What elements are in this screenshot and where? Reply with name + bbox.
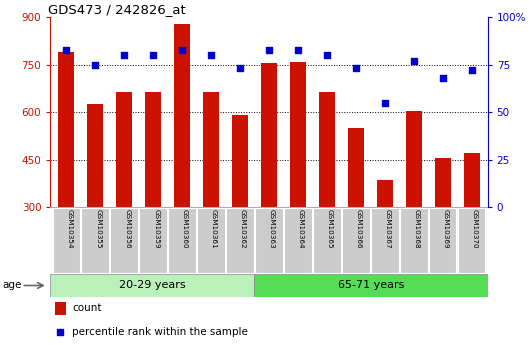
Text: GSM10364: GSM10364 <box>298 209 304 249</box>
Point <box>264 47 273 52</box>
Bar <box>50 274 254 297</box>
Bar <box>377 180 393 207</box>
Bar <box>197 208 225 273</box>
Text: GSM10367: GSM10367 <box>385 209 391 249</box>
Bar <box>116 91 132 207</box>
Bar <box>313 208 341 273</box>
Point <box>381 100 389 106</box>
Text: GSM10369: GSM10369 <box>443 209 449 249</box>
Bar <box>52 208 80 273</box>
Bar <box>145 91 161 207</box>
Bar <box>342 208 369 273</box>
Text: GSM10368: GSM10368 <box>414 209 420 249</box>
Bar <box>464 153 480 207</box>
Bar <box>290 61 306 207</box>
Point <box>323 52 331 58</box>
Text: GSM10363: GSM10363 <box>269 209 275 249</box>
Bar <box>319 91 335 207</box>
Text: count: count <box>72 303 102 313</box>
Point <box>410 58 418 64</box>
Text: GSM10362: GSM10362 <box>240 209 246 249</box>
Text: GSM10366: GSM10366 <box>356 209 362 249</box>
Point <box>91 62 100 68</box>
Bar <box>110 208 138 273</box>
Bar <box>348 128 364 207</box>
Bar <box>284 208 312 273</box>
Text: age: age <box>3 280 22 290</box>
Point <box>294 47 302 52</box>
Bar <box>261 63 277 207</box>
Text: GSM10370: GSM10370 <box>472 209 478 249</box>
Bar <box>87 104 103 207</box>
Bar <box>429 208 456 273</box>
Point <box>120 52 128 58</box>
Point <box>62 47 70 52</box>
Bar <box>139 208 167 273</box>
Point <box>351 66 360 71</box>
Text: 20-29 years: 20-29 years <box>119 280 186 290</box>
Bar <box>203 91 219 207</box>
Text: GSM10359: GSM10359 <box>153 209 159 249</box>
Text: GSM10354: GSM10354 <box>66 209 72 249</box>
Point <box>207 52 215 58</box>
Bar <box>406 110 422 207</box>
Bar <box>226 208 254 273</box>
Point <box>467 68 476 73</box>
Point <box>56 329 65 334</box>
Bar <box>400 208 428 273</box>
Bar <box>232 115 248 207</box>
Bar <box>371 208 399 273</box>
Bar <box>254 274 488 297</box>
Bar <box>435 158 450 207</box>
Bar <box>82 208 109 273</box>
Text: 65-71 years: 65-71 years <box>338 280 404 290</box>
Bar <box>255 208 282 273</box>
Point <box>178 47 187 52</box>
Bar <box>58 52 74 207</box>
Bar <box>169 208 196 273</box>
Point <box>149 52 157 58</box>
Text: GDS473 / 242826_at: GDS473 / 242826_at <box>48 3 186 16</box>
Text: percentile rank within the sample: percentile rank within the sample <box>72 327 248 337</box>
Text: GSM10365: GSM10365 <box>327 209 333 249</box>
Point <box>236 66 244 71</box>
Point <box>438 75 447 81</box>
Text: GSM10361: GSM10361 <box>211 209 217 249</box>
Text: GSM10360: GSM10360 <box>182 209 188 249</box>
Bar <box>55 302 66 315</box>
Bar <box>174 23 190 207</box>
Bar <box>458 208 485 273</box>
Text: GSM10356: GSM10356 <box>124 209 130 249</box>
Text: GSM10355: GSM10355 <box>95 209 101 249</box>
